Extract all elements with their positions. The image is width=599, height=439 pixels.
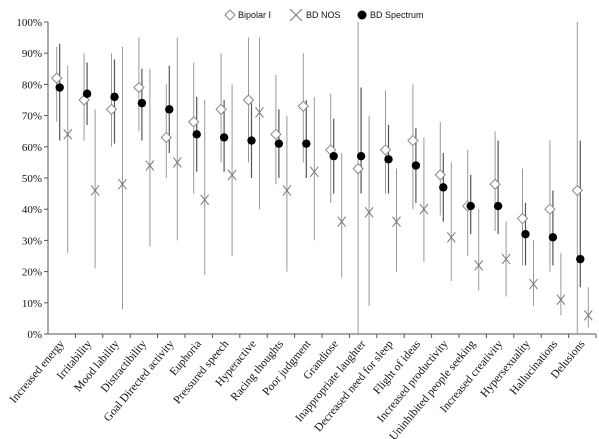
data-point-bd-nos xyxy=(337,216,347,227)
data-point-bd-spectrum xyxy=(384,155,393,164)
data-point-bd-spectrum xyxy=(302,139,311,148)
data-point-bd-nos xyxy=(309,166,319,178)
legend-item-bd-spectrum: BD Spectrum xyxy=(357,10,424,20)
legend-label-bd-spectrum: BD Spectrum xyxy=(370,10,424,20)
legend-diamond-marker xyxy=(224,9,236,21)
data-point-bd-nos xyxy=(583,309,593,321)
data-point-bd-nos xyxy=(172,157,182,168)
data-point-bd-spectrum xyxy=(110,92,119,102)
data-point-bd-spectrum xyxy=(165,105,174,114)
data-point-bd-nos xyxy=(145,160,155,171)
data-point-bipolar-i xyxy=(434,169,447,181)
y-tick-label: 70% xyxy=(22,111,42,123)
data-point-bipolar-i xyxy=(105,103,118,116)
legend-label-bd-nos: BD NOS xyxy=(306,10,341,20)
axes: 0%10%20%30%40%50%60%70%80%90%100%Increas… xyxy=(8,17,597,439)
data-point-bd-nos xyxy=(227,169,237,181)
data-point-bd-spectrum xyxy=(274,139,284,148)
data-point-bd-spectrum xyxy=(548,233,558,242)
data-point-bd-nos xyxy=(556,294,566,305)
y-tick-label: 0% xyxy=(27,329,42,341)
legend-item-bd-nos: BD NOS xyxy=(289,8,341,22)
data-point-bd-nos xyxy=(63,129,73,140)
legend: Bipolar I BD NOS BD Spectrum xyxy=(224,8,424,22)
legend-item-bipolar-i: Bipolar I xyxy=(224,9,271,21)
data-point-bd-spectrum xyxy=(137,98,147,108)
data-point-bd-nos xyxy=(419,203,429,215)
data-point-bd-nos xyxy=(255,107,264,118)
data-point-bipolar-i xyxy=(379,144,392,156)
data-point-bd-spectrum xyxy=(247,136,256,145)
data-point-bipolar-i xyxy=(187,116,200,128)
data-point-bipolar-i xyxy=(160,131,173,144)
data-point-bd-nos xyxy=(90,185,100,196)
data-point-bd-nos xyxy=(364,207,374,218)
y-tick-label: 50% xyxy=(22,173,42,185)
data-point-bd-nos xyxy=(474,260,484,271)
markers xyxy=(50,72,593,321)
y-tick-label: 80% xyxy=(22,79,42,91)
data-point-bd-nos xyxy=(446,231,456,243)
data-point-bipolar-i xyxy=(571,184,584,197)
data-point-bd-spectrum xyxy=(356,151,366,161)
data-point-bd-nos xyxy=(392,216,401,227)
y-tick-label: 60% xyxy=(22,142,42,154)
data-point-bd-spectrum xyxy=(329,151,338,161)
data-point-bd-spectrum xyxy=(219,133,229,142)
data-point-bd-nos xyxy=(282,185,292,196)
data-point-bd-nos xyxy=(529,278,538,290)
data-point-bipolar-i xyxy=(242,94,255,106)
data-point-bipolar-i xyxy=(270,128,282,141)
data-point-bd-spectrum xyxy=(466,201,475,211)
data-point-bipolar-i xyxy=(297,100,310,112)
y-tick-label: 10% xyxy=(22,298,42,310)
data-point-bd-spectrum xyxy=(55,83,64,92)
data-point-bipolar-i xyxy=(352,162,364,175)
data-point-bd-nos xyxy=(200,194,210,206)
data-point-bd-spectrum xyxy=(411,161,421,170)
data-point-bd-spectrum xyxy=(439,183,448,192)
data-point-bipolar-i xyxy=(215,103,227,116)
y-tick-label: 90% xyxy=(22,48,42,60)
data-point-bd-spectrum xyxy=(192,130,201,139)
data-point-bipolar-i xyxy=(50,72,63,84)
data-point-bipolar-i xyxy=(489,178,501,190)
data-point-bipolar-i xyxy=(407,134,419,147)
y-tick-label: 100% xyxy=(16,17,42,29)
legend-label-bipolar-i: Bipolar I xyxy=(238,10,271,20)
data-point-bd-nos xyxy=(118,178,127,190)
data-point-bipolar-i xyxy=(544,203,556,215)
y-tick-label: 20% xyxy=(22,267,42,279)
y-tick-label: 30% xyxy=(22,235,42,247)
data-point-bd-spectrum xyxy=(576,254,585,264)
data-point-bd-spectrum xyxy=(521,229,530,239)
legend-x-marker xyxy=(289,8,303,22)
data-point-bd-nos xyxy=(501,253,511,265)
data-point-bd-spectrum xyxy=(493,201,503,211)
data-point-bipolar-i xyxy=(133,81,145,94)
error-bars xyxy=(56,22,589,334)
data-point-bd-spectrum xyxy=(82,89,92,98)
data-point-bipolar-i xyxy=(516,212,529,225)
legend-circle-marker xyxy=(357,10,367,20)
y-tick-label: 40% xyxy=(22,204,42,216)
